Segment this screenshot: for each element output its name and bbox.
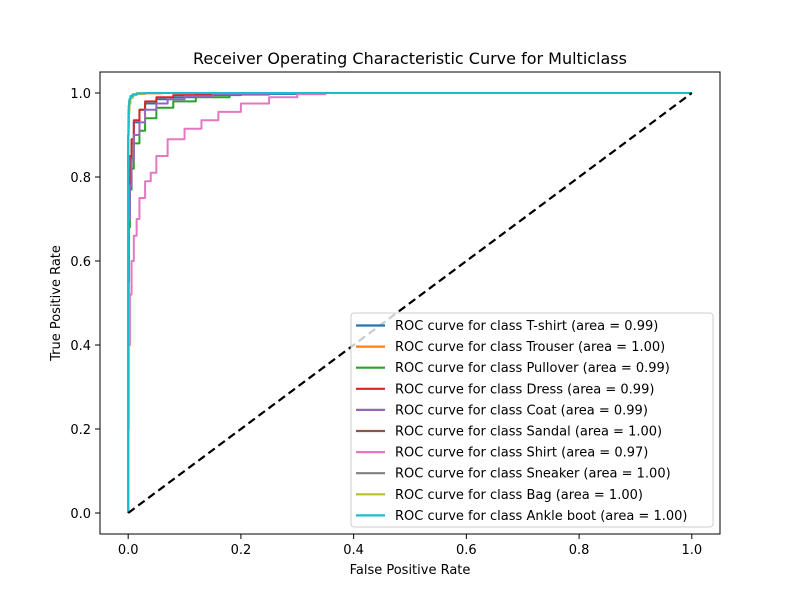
legend: ROC curve for class T-shirt (area = 0.99… (350, 312, 714, 528)
roc-curve-series-10 (127, 92, 692, 513)
x-tick-label: 0.6 (456, 543, 477, 558)
legend-entry-label: ROC curve for class Shirt (area = 0.97) (395, 446, 648, 461)
y-tick-label: 0.0 (70, 507, 91, 522)
legend-entry-label: ROC curve for class Dress (area = 0.99) (395, 382, 654, 397)
x-axis-label: False Positive Rate (350, 563, 471, 578)
y-axis-label: True Positive Rate (49, 245, 64, 362)
legend-entry-label: ROC curve for class T-shirt (area = 0.99… (395, 319, 658, 334)
legend-entry-label: ROC curve for class Sneaker (area = 1.00… (395, 467, 671, 482)
y-tick-label: 0.2 (70, 423, 91, 438)
legend-entry-label: ROC curve for class Ankle boot (area = 1… (395, 509, 687, 524)
roc-curve-series-7 (127, 92, 692, 513)
legend-entry-label: ROC curve for class Trouser (area = 1.00… (395, 340, 665, 355)
x-tick-label: 0.4 (343, 543, 364, 558)
y-tick-label: 1.0 (70, 87, 91, 102)
axes-frame (99, 71, 721, 535)
legend-entry-label: ROC curve for class Coat (area = 0.99) (395, 403, 648, 418)
x-tick-label: 0.8 (569, 543, 590, 558)
y-tick-label: 0.4 (70, 339, 91, 354)
legend-box (350, 312, 714, 528)
y-axis-ticks: 0.0 0.2 0.4 0.6 0.8 1.0 (70, 87, 100, 522)
x-tick-label: 0.2 (231, 543, 252, 558)
legend-entry-label: ROC curve for class Pullover (area = 0.9… (395, 361, 670, 376)
legend-entry-label: ROC curve for class Sandal (area = 1.00) (395, 425, 662, 440)
roc-curves (127, 92, 692, 513)
chart-title: Receiver Operating Characteristic Curve … (193, 49, 627, 68)
y-tick-label: 0.8 (70, 171, 91, 186)
y-tick-label: 0.6 (70, 255, 91, 270)
x-tick-label: 0.0 (118, 543, 139, 558)
x-axis-ticks: 0.0 0.2 0.4 0.6 0.8 1.0 (118, 534, 702, 558)
chance-diagonal-line (127, 92, 693, 514)
legend-entry-label: ROC curve for class Bag (area = 1.00) (395, 488, 643, 503)
roc-curve-series-5 (127, 92, 692, 513)
x-tick-label: 1.0 (681, 543, 702, 558)
